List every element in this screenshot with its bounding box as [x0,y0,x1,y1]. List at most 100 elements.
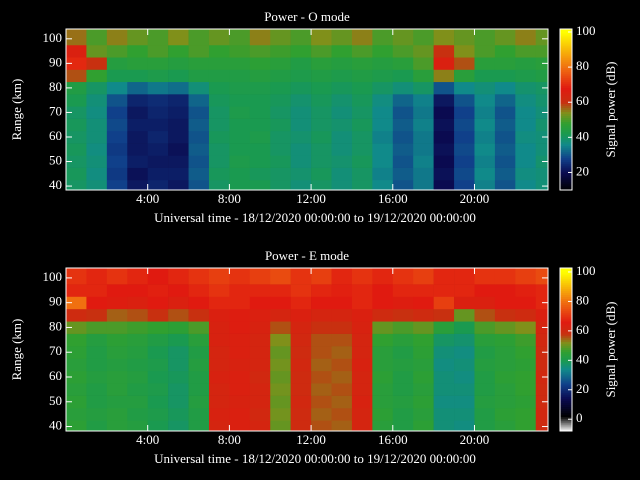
heatmap-cell [127,321,148,334]
heatmap-cell [250,383,271,396]
heatmap-cell [495,383,516,396]
x-tick-label: 16:00 [378,191,408,206]
heatmap-cell [393,371,414,384]
heatmap-cell [107,57,128,70]
heatmap-cell [148,45,169,58]
heatmap-cell [168,155,189,168]
heatmap-cell [332,309,353,322]
heatmap-cell [250,119,271,132]
heatmap-cell [270,69,291,82]
heatmap-cell [168,29,189,45]
heatmap-cell [127,69,148,82]
heatmap-cell [495,69,516,82]
heatmap-cell [372,346,393,359]
heatmap-cell [536,94,549,107]
chart-title: Power - E mode [265,248,349,263]
heatmap-cell [393,420,414,431]
heatmap-cell [454,143,475,156]
heatmap-cell [209,346,230,359]
heatmap-cell [168,106,189,119]
heatmap-cell [86,131,107,144]
y-tick-label: 100 [43,30,63,45]
heatmap-cell [495,106,516,119]
heatmap-cell [291,371,312,384]
heatmap-cell [515,296,536,309]
x-tick-label: 4:00 [136,432,159,447]
heatmap-cell [434,94,455,107]
heatmap-cell [311,119,332,132]
colorbar-tick-label: 0 [576,410,583,425]
heatmap-cell [66,383,87,396]
heatmap-cell [250,296,271,309]
heatmap-cell [474,268,495,284]
heatmap-cell [454,69,475,82]
heatmap-cell [86,334,107,347]
heatmap-cell [393,358,414,371]
heatmap-cell [127,358,148,371]
heatmap-cell [311,94,332,107]
heatmap-cell [291,296,312,309]
heatmap-cell [270,82,291,95]
heatmap-cell [372,309,393,322]
heatmap-cell [107,131,128,144]
heatmap-cell [536,358,549,371]
heatmap-cell [495,334,516,347]
heatmap-cell [372,119,393,132]
heatmap-cell [434,358,455,371]
heatmap-cell [127,408,148,421]
heatmap-cell [148,168,169,181]
heatmap-cell [372,408,393,421]
heatmap-cell [495,155,516,168]
heatmap-cell [495,29,516,45]
heatmap-cell [250,29,271,45]
heatmap-cell [454,334,475,347]
heatmap-cell [413,180,434,190]
heatmap-cell [229,45,250,58]
heatmap-cell [332,383,353,396]
heatmap-cell [86,143,107,156]
heatmap-cell [352,284,373,297]
heatmap-cell [209,383,230,396]
heatmap-cell [209,284,230,297]
heatmap-cell [413,268,434,284]
heatmap-cell [434,383,455,396]
colorbar-label: Signal power (dB) [603,301,618,397]
heatmap-cell [189,180,210,190]
heatmap-cell [311,309,332,322]
heatmap-cell [434,131,455,144]
heatmap-cell [474,155,495,168]
heatmap-cell [107,296,128,309]
heatmap-cell [393,69,414,82]
heatmap-cell [189,284,210,297]
heatmap-cell [148,69,169,82]
heatmap-cell [168,119,189,132]
heatmap-cell [434,321,455,334]
heatmap-cell [536,408,549,421]
heatmap-cell [168,358,189,371]
heatmap-cell [189,168,210,181]
heatmap-cell [495,358,516,371]
heatmap-cell [413,309,434,322]
heatmap-cell [515,284,536,297]
heatmap-cell [515,29,536,45]
heatmap-cell [66,119,87,132]
heatmap-cell [209,131,230,144]
heatmap-cell [332,45,353,58]
heatmap-cell [413,321,434,334]
heatmap-cell [352,420,373,431]
heatmap-cell [393,383,414,396]
heatmap-cell [474,396,495,409]
heatmap-cell [311,168,332,181]
heatmap-cell [332,334,353,347]
heatmap-cell [311,268,332,284]
heatmap-cell [495,131,516,144]
heatmap-cell [229,321,250,334]
heatmap-cell [229,268,250,284]
heatmap-cell [66,45,87,58]
heatmap-cell [434,309,455,322]
heatmap-cell [229,57,250,70]
heatmap-cell [127,383,148,396]
heatmap-cell [311,82,332,95]
heatmap-cell [229,29,250,45]
heatmap-cell [229,408,250,421]
